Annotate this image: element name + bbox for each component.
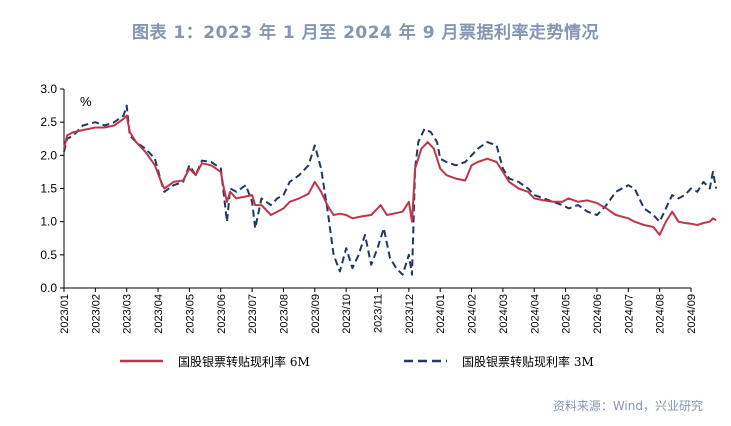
- x-tick-label: 2023/07: [247, 294, 259, 334]
- x-tick-label: 2024/06: [592, 294, 604, 334]
- x-tick-label: 2023/05: [184, 294, 196, 334]
- legend-label-3m: 国股银票转贴现利率 3M: [462, 354, 594, 369]
- x-tick-label: 2024/03: [498, 294, 510, 334]
- x-tick-label: 2024/08: [655, 294, 667, 334]
- x-tick-label: 2024/07: [623, 294, 635, 334]
- x-tick-label: 2023/09: [310, 294, 322, 334]
- y-tick-label: 0.5: [40, 248, 57, 262]
- x-tick-label: 2023/02: [90, 294, 102, 334]
- x-tick-label: 2023/04: [153, 294, 165, 334]
- chart-series-lines: [63, 104, 718, 276]
- y-tick-label: 0.0: [40, 281, 57, 295]
- x-tick-label: 2024/01: [435, 294, 447, 334]
- chart-title: 图表 1：2023 年 1 月至 2024 年 9 月票据利率走势情况: [132, 23, 599, 43]
- series-line-3m: [63, 104, 718, 276]
- legend-label-6m: 国股银票转贴现利率 6M: [178, 354, 310, 369]
- source-note: 资料来源：Wind，兴业研究: [552, 399, 703, 413]
- x-tick-label: 2023/03: [122, 294, 134, 334]
- x-tick-label: 2023/08: [278, 294, 290, 334]
- x-tick-label: 2024/04: [529, 294, 541, 334]
- chart-axes: [63, 89, 691, 289]
- x-tick-label: 2024/05: [561, 294, 573, 334]
- x-tick-label: 2024/09: [686, 294, 698, 334]
- x-tick-label: 2023/06: [216, 294, 228, 334]
- x-tick-label: 2023/01: [59, 294, 71, 334]
- chart-legend: 国股银票转贴现利率 6M 国股银票转贴现利率 3M: [120, 354, 594, 369]
- y-tick-label: 1.0: [40, 215, 57, 229]
- x-tick-label: 2024/02: [467, 294, 479, 334]
- y-tick-label: 2.0: [40, 148, 57, 162]
- y-axis-ticks: 3.0 2.5 2.0 1.5 1.0 0.5 0.0: [40, 82, 64, 295]
- x-tick-label: 2023/12: [404, 294, 416, 334]
- series-line-6m: [63, 114, 717, 236]
- y-tick-label: 3.0: [40, 82, 57, 96]
- x-tick-label: 2023/10: [341, 294, 353, 334]
- y-tick-label: 2.5: [40, 115, 57, 129]
- y-tick-label: 1.5: [40, 182, 57, 196]
- x-axis-ticks: 2023/01 2023/02 2023/03 2023/04 2023/05 2023/…: [59, 288, 698, 334]
- y-unit-label: %: [80, 94, 92, 109]
- x-tick-label: 2023/11: [373, 294, 385, 333]
